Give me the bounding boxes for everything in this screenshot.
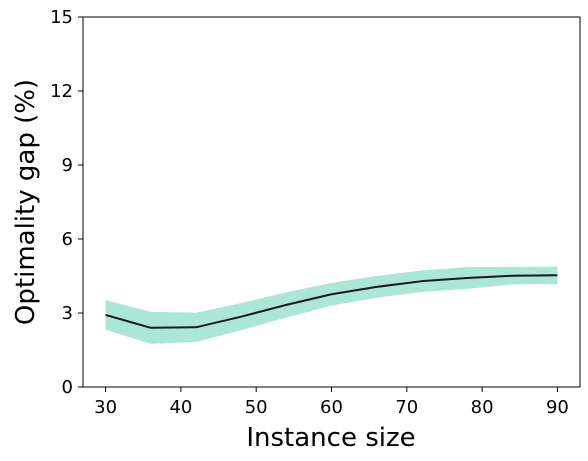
plot-area [82,16,581,388]
x-tick-label: 30 [94,397,117,418]
mean-line [105,274,558,329]
confidence-band [105,266,558,344]
y-tick-label: 9 [62,155,73,176]
y-tick-label: 12 [50,81,73,102]
y-tick-label: 6 [62,229,73,250]
y-tick-label: 15 [50,7,73,28]
y-axis-title: Optimality gap (%) [11,79,41,325]
y-tick-label: 3 [62,303,73,324]
x-tick-label: 70 [395,397,418,418]
axis-ticks: 30 40 50 60 70 80 90 0 3 6 9 12 15 [50,7,569,418]
x-tick-label: 50 [245,397,268,418]
x-axis-title: Instance size [246,423,415,453]
x-tick-label: 80 [471,397,494,418]
y-tick-label: 0 [62,377,73,398]
x-tick-label: 90 [546,397,569,418]
x-tick-label: 60 [320,397,343,418]
x-tick-label: 40 [169,397,192,418]
